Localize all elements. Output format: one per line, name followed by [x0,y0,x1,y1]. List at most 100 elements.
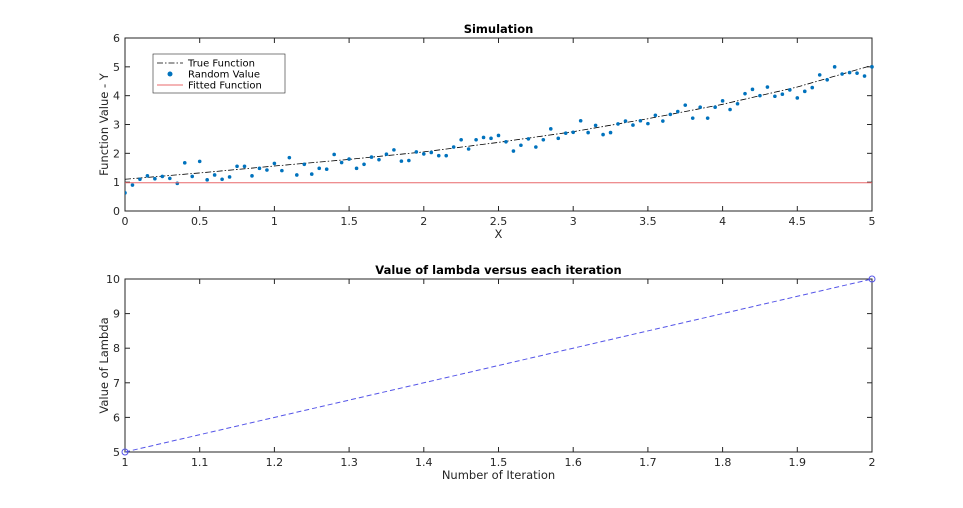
data-point [511,149,516,153]
legend-label: Fitted Function [188,81,262,92]
x-tick-label: 2.5 [490,215,508,228]
data-point [496,133,501,138]
data-point [481,135,486,140]
y-axis-label: Value of Lambda [97,317,111,413]
x-axis-label: Number of Iteration [442,468,555,482]
data-point [526,137,531,141]
x-tick-label: 2 [420,215,427,228]
data-point [847,70,852,75]
data-point [220,177,224,182]
y-tick-label: 5 [113,61,120,74]
data-point [855,71,859,75]
data-point [810,85,815,90]
plot-area [125,65,874,195]
y-tick-label: 6 [113,32,120,45]
data-point [840,72,844,76]
data-point [324,167,329,171]
data-point [698,105,702,109]
data-point [377,157,381,162]
data-point [474,137,478,142]
data-point [616,122,620,126]
data-point [683,103,688,107]
data-point [638,118,643,123]
data-point [265,168,269,172]
data-point [750,87,755,92]
data-point [362,162,366,167]
data-point [489,136,493,141]
data-point [675,109,680,114]
data-point [190,174,195,179]
data-point [168,176,172,181]
series-line-lambda [125,278,873,453]
data-point [182,161,187,165]
data-point [436,153,441,158]
data-point [280,168,284,173]
data-point [125,191,127,195]
data-point [392,148,396,152]
data-point [758,93,762,98]
data-point [332,152,336,157]
data-point [862,74,867,78]
data-point [608,130,613,135]
x-tick-label: 1.6 [564,456,582,469]
data-point [153,176,157,181]
y-tick-label: 8 [113,342,120,355]
y-tick-label: 4 [113,90,120,103]
x-tick-label: 1.9 [789,456,807,469]
data-point-marker [868,275,876,283]
data-point [504,140,508,144]
data-point [728,107,732,112]
data-point [780,92,785,97]
y-tick-label: 1 [113,176,120,189]
data-point [287,155,292,160]
data-point [646,121,650,126]
y-tick-label: 5 [113,446,120,459]
data-point [556,136,561,141]
x-tick-label: 3.5 [639,215,657,228]
data-point [519,143,523,148]
data-point [130,183,135,187]
data-point [825,78,829,82]
data-point [242,164,247,169]
x-tick-label: 1.2 [266,456,284,469]
x-tick-label: 1.5 [340,215,358,228]
chart-title: Value of lambda versus each iteration [375,263,621,277]
x-tick-label: 1.1 [191,456,209,469]
chart-title: Simulation [464,22,534,36]
data-point [623,119,628,123]
x-tick-label: 1.4 [415,456,433,469]
x-tick-label: 1.7 [639,456,657,469]
data-point [272,161,277,166]
y-tick-label: 7 [113,377,120,390]
data-point [384,152,389,156]
x-axis-label: X [495,227,503,241]
data-point [205,178,209,182]
data-point [422,152,426,156]
x-tick-label: 1.8 [714,456,732,469]
y-tick-label: 9 [113,308,120,321]
data-point [451,145,456,149]
data-point [444,153,449,158]
data-point [429,150,434,155]
x-tick-label: 1 [122,456,129,469]
data-point [586,130,590,135]
lambda-plot: 1 1.1 1.2 1.3 1.4 1.5 1.6 1.7 1.8 1.9 2 5 6 7 8 9 10 Valu… [97,263,876,482]
data-point [369,155,374,159]
x-tick-label: 4.5 [789,215,807,228]
data-point [653,113,658,118]
data-point [832,65,837,69]
data-point [197,159,202,164]
data-point [720,99,725,103]
data-point [705,116,710,120]
simulation-plot: 0 0.5 1 1.5 2 2.5 3 3.5 4 4.5 5 0 1 2 3 4 5 6 Simulation X F… [97,22,876,241]
data-point [354,166,359,171]
data-point [548,127,553,131]
data-point [788,88,792,92]
data-point [309,172,314,176]
plot-area [125,278,873,453]
data-point [250,174,254,178]
data-point [227,175,232,179]
x-tick-label: 3 [570,215,577,228]
data-point [802,89,807,94]
y-axis-label: Function Value - Y [97,72,111,176]
